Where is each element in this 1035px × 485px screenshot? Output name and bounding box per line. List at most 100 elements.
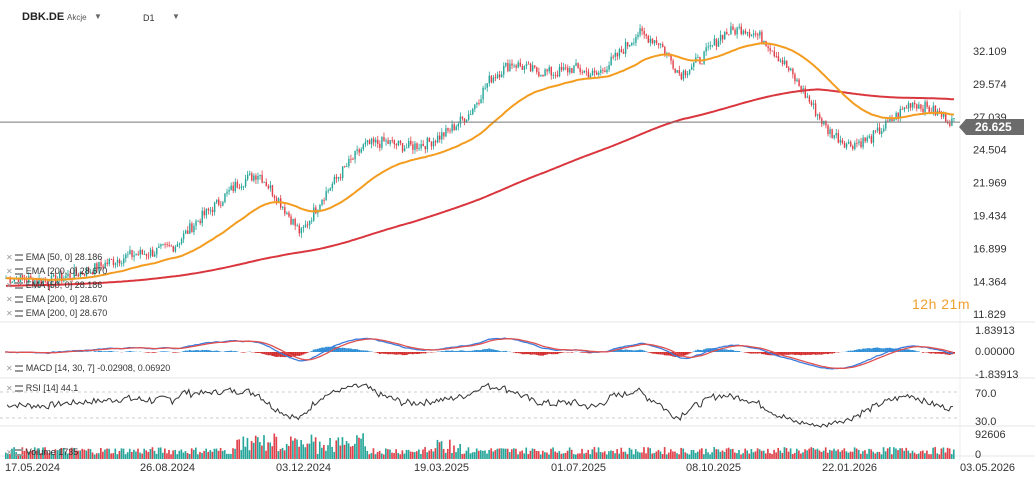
volume-bar: [795, 448, 798, 459]
settings-icon[interactable]: [14, 268, 23, 275]
chevron-down-icon[interactable]: ▼: [172, 12, 180, 21]
volume-bar: [655, 451, 658, 459]
volume-bar: [502, 448, 505, 459]
volume-bar: [215, 448, 218, 459]
volume-bar: [804, 449, 806, 459]
settings-icon[interactable]: [14, 310, 23, 317]
candle-body: [215, 199, 218, 203]
macd-histogram-bar: [849, 350, 852, 352]
volume-bar: [853, 447, 856, 459]
volume-bar: [44, 447, 46, 459]
candle-body: [131, 250, 133, 257]
candle-body: [288, 212, 290, 217]
macd-histogram-bar: [147, 352, 150, 353]
volume-bar: [872, 451, 875, 459]
candle-body: [52, 274, 55, 276]
settings-icon[interactable]: [14, 365, 23, 372]
volume-bar: [180, 449, 183, 459]
macd-histogram-bar: [864, 348, 867, 352]
volume-bar: [42, 447, 44, 459]
candle-body: [709, 45, 711, 47]
macd-histogram-bar: [376, 352, 379, 354]
volume-bar: [104, 449, 106, 459]
macd-histogram-bar: [382, 352, 385, 354]
candle-body: [595, 72, 598, 75]
legend-ema200[interactable]: ✕ EMA [200, 0] 28.670: [6, 266, 108, 276]
volume-bar: [810, 447, 813, 459]
candle-body: [938, 110, 941, 113]
candle-body: [459, 116, 462, 124]
volume-bar: [731, 448, 734, 459]
macd-histogram-bar: [862, 348, 865, 352]
legend-macd[interactable]: ✕ MACD [14, 30, 7] -0.02908, 0.06920: [6, 363, 171, 373]
candle-body: [469, 114, 472, 116]
macd-histogram-bar: [234, 350, 237, 352]
macd-histogram-bar: [277, 352, 280, 357]
volume-bar: [924, 453, 926, 459]
volume-bar: [325, 450, 327, 459]
close-icon[interactable]: ✕: [6, 364, 13, 373]
legend-rsi[interactable]: ✕ RSI [14] 44.1: [6, 383, 79, 393]
macd-histogram-bar: [711, 348, 714, 352]
legend-ema200[interactable]: ✕ EMA [200, 0] 28.670: [6, 294, 108, 304]
volume-bar: [504, 448, 507, 459]
timeframe-selector[interactable]: D1: [143, 13, 155, 23]
candle-body: [538, 72, 540, 77]
volume-bar: [259, 442, 261, 459]
candle-body: [457, 123, 460, 127]
macd-histogram-bar: [331, 346, 334, 352]
candle-body: [651, 38, 654, 44]
close-icon[interactable]: ✕: [6, 448, 13, 457]
settings-icon[interactable]: [14, 282, 23, 289]
settings-icon[interactable]: [14, 385, 23, 392]
close-icon[interactable]: ✕: [6, 281, 13, 290]
macd-histogram-bar: [905, 349, 908, 352]
volume-bar: [860, 453, 862, 459]
candle-body: [87, 268, 90, 273]
settings-icon[interactable]: [14, 296, 23, 303]
legend-ema50[interactable]: ✕ EMA [50, 0] 28.186: [6, 280, 103, 290]
candle-body: [313, 207, 315, 221]
candle-body: [118, 259, 121, 264]
settings-icon[interactable]: [14, 449, 23, 456]
close-icon[interactable]: ✕: [6, 253, 13, 262]
symbol-label[interactable]: DBK.DE: [22, 11, 65, 23]
candle-body: [546, 69, 548, 72]
volume-bar: [184, 451, 187, 459]
macd-histogram-bar: [424, 352, 427, 354]
volume-bar: [436, 439, 439, 459]
close-icon[interactable]: ✕: [6, 295, 13, 304]
macd-histogram-bar: [482, 349, 485, 352]
candle-body: [412, 144, 414, 150]
legend-volume[interactable]: ✕ Volume 1735: [6, 447, 79, 457]
settings-icon[interactable]: [14, 254, 23, 261]
chevron-down-icon[interactable]: ▼: [94, 12, 102, 21]
volume-bar: [341, 437, 344, 459]
volume-bar: [760, 450, 763, 459]
candle-body: [116, 259, 119, 264]
candle-body: [544, 69, 546, 77]
candle-body: [284, 207, 286, 214]
legend-ema50[interactable]: ✕ EMA [50, 0] 28.186: [6, 252, 103, 262]
volume-bar: [816, 448, 819, 459]
volume-bar: [248, 450, 251, 459]
macd-histogram-bar: [85, 351, 88, 352]
close-icon[interactable]: ✕: [6, 267, 13, 276]
volume-bar: [911, 450, 914, 459]
macd-histogram-bar: [413, 352, 416, 354]
volume-bar: [719, 451, 722, 459]
volume-bar: [157, 447, 160, 459]
macd-histogram-bar: [560, 352, 563, 353]
legend-ema200[interactable]: ✕ EMA [200, 0] 28.670: [6, 308, 108, 318]
candle-body: [854, 142, 856, 149]
volume-bar: [234, 448, 236, 459]
volume-bar: [192, 449, 195, 459]
volume-bar: [752, 452, 755, 459]
close-icon[interactable]: ✕: [6, 384, 13, 393]
volume-bar: [242, 436, 245, 459]
volume-bar: [275, 436, 278, 459]
volume-bar: [358, 437, 360, 459]
macd-histogram-bar: [544, 352, 547, 355]
close-icon[interactable]: ✕: [6, 309, 13, 318]
